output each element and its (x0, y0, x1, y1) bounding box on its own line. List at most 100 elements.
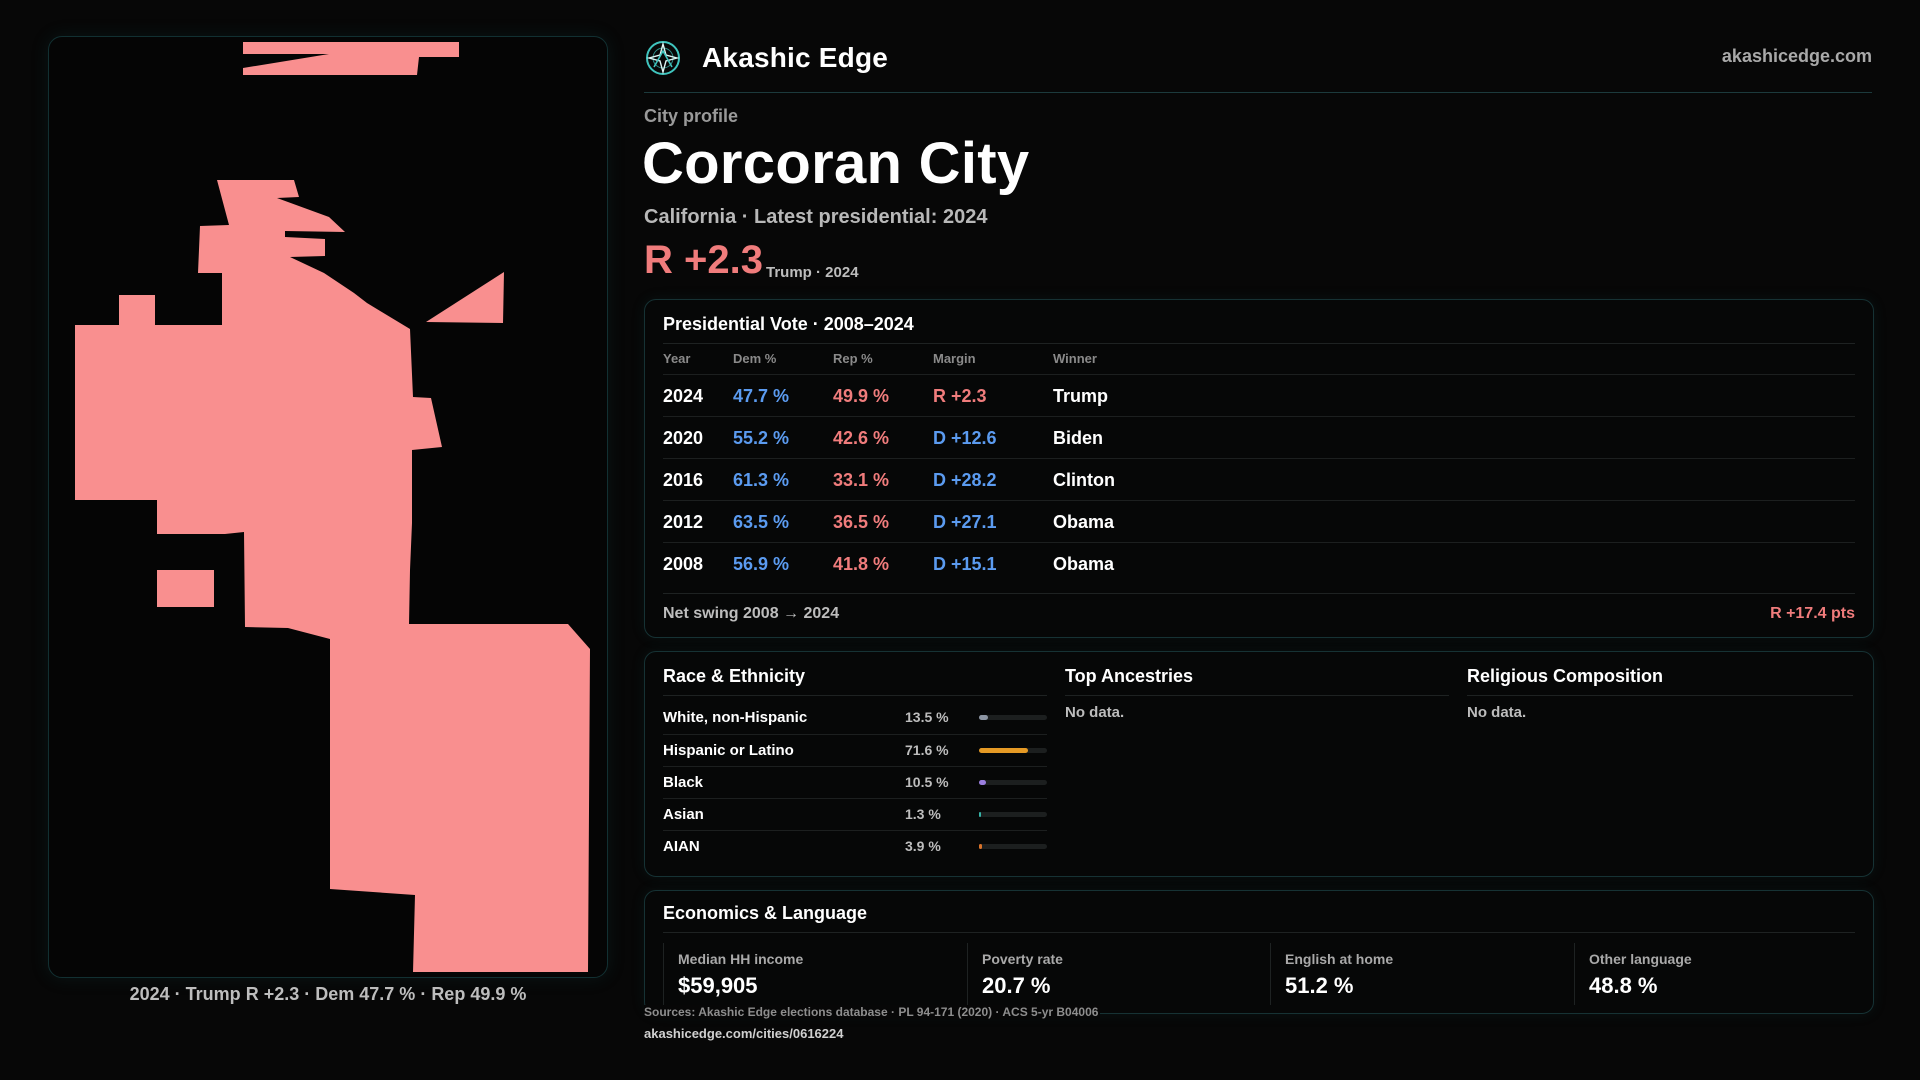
cell-rep: 42.6 % (833, 428, 890, 448)
race-label: Hispanic or Latino (663, 742, 794, 759)
cell-winner: Obama (1053, 512, 1115, 532)
cell-winner: Obama (1053, 554, 1115, 574)
race-percent: 13.5 % (905, 709, 949, 725)
swing-divider (663, 593, 1855, 594)
cell-rep: 41.8 % (833, 554, 890, 574)
net-swing-label: Net swing 2008 → 2024 (663, 605, 840, 622)
race-row: White, non-Hispanic 13.5 % (663, 702, 1047, 734)
econ-value: 48.8 % (1589, 973, 1658, 998)
cell-margin: D +12.6 (933, 428, 997, 448)
cell-year: 2020 (663, 428, 704, 448)
race-bar-track (979, 780, 1047, 785)
caption-dem: Dem 47.7 % (315, 984, 416, 1004)
race-bar-fill (979, 715, 988, 720)
cell-dem: 56.9 % (733, 554, 790, 574)
boundary-fragment-west (157, 570, 214, 607)
site-domain-link[interactable]: akashicedge.com (1721, 46, 1872, 66)
table-row: 2008 56.9 % 41.8 % D +15.1 Obama (663, 542, 1855, 585)
econ-value: 51.2 % (1285, 973, 1354, 998)
col-header-year: Year (663, 351, 691, 366)
caption-margin: R +2.3 (245, 984, 300, 1004)
presidential-vote-card: Presidential Vote · 2008–2024 Year Dem %… (644, 299, 1874, 638)
cell-dem: 61.3 % (733, 470, 790, 490)
table-row: 2020 55.2 % 42.6 % D +12.6 Biden (663, 416, 1855, 459)
econ-english-at-home: English at home 51.2 % (1270, 943, 1550, 1011)
cell-winner: Clinton (1053, 470, 1115, 490)
race-bar-track (979, 844, 1047, 849)
caption-winner: Trump (185, 984, 241, 1004)
ancestries-empty-state: No data. (1065, 704, 1125, 721)
map-caption: 2024 · Trump R +2.3 · Dem 47.7 % · Rep 4… (129, 984, 527, 1004)
cell-margin: D +27.1 (933, 512, 997, 532)
religion-title-divider (1467, 695, 1853, 696)
race-bar-fill (979, 812, 981, 817)
ancestries-title-divider (1065, 695, 1449, 696)
cell-dem: 63.5 % (733, 512, 790, 532)
caption-rep: Rep 49.9 % (431, 984, 527, 1004)
race-row: Hispanic or Latino 71.6 % (663, 734, 1047, 767)
col-header-rep: Rep % (833, 351, 873, 366)
source-url-link[interactable]: akashicedge.com/cities/0616224 (644, 1026, 844, 1041)
cell-year: 2012 (663, 512, 704, 532)
religion-section-title: Religious Composition (1467, 666, 1663, 686)
boundary-main (75, 180, 590, 972)
vote-title-divider (663, 343, 1855, 344)
cell-dem: 47.7 % (733, 386, 790, 406)
header-divider (644, 92, 1872, 93)
race-label: Asian (663, 806, 704, 823)
econ-other-language: Other language 48.8 % (1574, 943, 1854, 1011)
econ-value: $59,905 (678, 973, 758, 998)
econ-label: Poverty rate (982, 951, 1063, 967)
cell-winner: Trump (1053, 386, 1109, 406)
headline-margin: R +2.3 (644, 238, 763, 282)
race-label: AIAN (663, 838, 700, 855)
page-title: Corcoran City (642, 131, 1030, 196)
cell-rep: 49.9 % (833, 386, 890, 406)
econ-divider (1270, 943, 1271, 1005)
brand[interactable]: Akashic Edge (644, 38, 888, 78)
econ-value: 20.7 % (982, 973, 1051, 998)
cell-rep: 36.5 % (833, 512, 890, 532)
caption-year: 2024 (129, 984, 170, 1004)
boundary-fragment-top (243, 42, 459, 75)
page-subtitle: California · Latest presidential: 2024 (644, 206, 988, 228)
net-swing-value: R +17.4 pts (1770, 605, 1855, 622)
cell-dem: 55.2 % (733, 428, 790, 448)
cell-margin: D +15.1 (933, 554, 997, 574)
sources-note: Sources: Akashic Edge elections database… (644, 1005, 1101, 1019)
headline-margin-note: Trump · 2024 (766, 264, 859, 281)
race-bar-track (979, 812, 1047, 817)
econ-poverty-rate: Poverty rate 20.7 % (967, 943, 1247, 1011)
boundary-fragment-east (426, 272, 504, 323)
econ-label: Median HH income (678, 951, 804, 967)
cell-rep: 33.1 % (833, 470, 890, 490)
race-bar-fill (979, 780, 986, 785)
econ-divider (1574, 943, 1575, 1005)
econ-median-income: Median HH income $59,905 (663, 943, 943, 1011)
econ-divider (967, 943, 968, 1005)
cell-margin: R +2.3 (933, 386, 987, 406)
col-header-dem: Dem % (733, 351, 777, 366)
race-bar-track (979, 748, 1047, 753)
col-header-winner: Winner (1053, 351, 1097, 366)
city-shape-svg (75, 42, 590, 972)
cell-winner: Biden (1053, 428, 1104, 448)
col-header-margin: Margin (933, 351, 976, 366)
economics-title-divider (663, 932, 1855, 933)
race-row: Black 10.5 % (663, 766, 1047, 799)
vote-card-title: Presidential Vote · 2008–2024 (663, 314, 914, 334)
compass-star-logo-icon (646, 41, 680, 75)
race-row: AIAN 3.9 % (663, 830, 1047, 863)
economics-card: Economics & Language Median HH income $5… (644, 890, 1874, 1014)
race-title-divider (663, 695, 1047, 696)
race-percent: 10.5 % (905, 774, 949, 790)
page-eyebrow: City profile (644, 106, 739, 126)
econ-label: Other language (1589, 951, 1692, 967)
table-row: 2024 47.7 % 49.9 % R +2.3 Trump (663, 374, 1855, 417)
race-bar-fill (979, 748, 1028, 753)
city-boundary-map (48, 36, 608, 978)
race-bar-fill (979, 844, 982, 849)
race-bar-track (979, 715, 1047, 720)
economics-section-title: Economics & Language (663, 903, 868, 923)
cell-year: 2008 (663, 554, 704, 574)
